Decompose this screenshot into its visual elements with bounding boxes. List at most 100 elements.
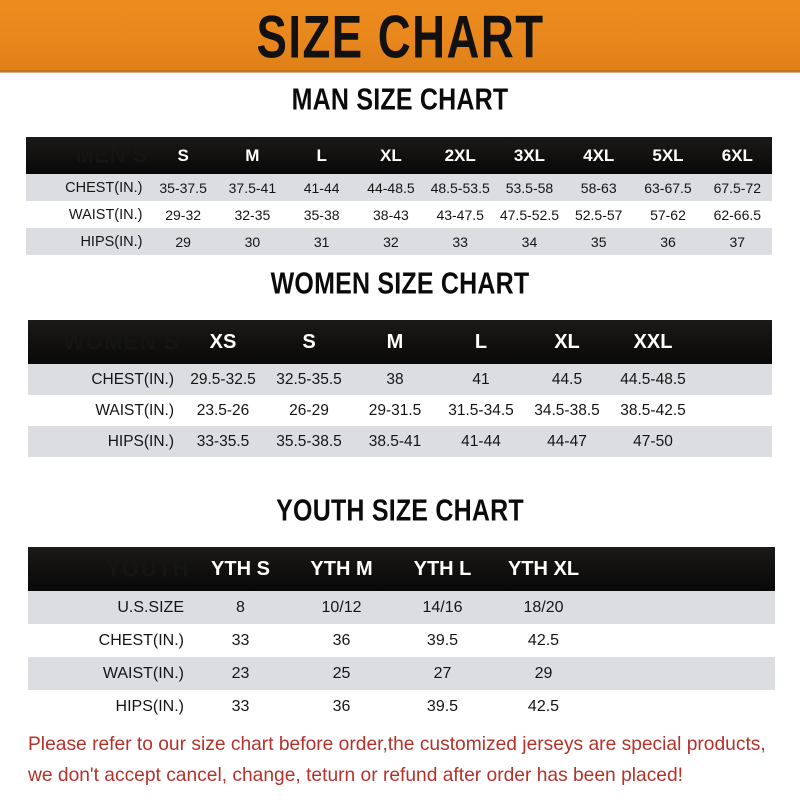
men-cell-r3-c5: 33 — [452, 233, 468, 250]
table-row: WAIST(IN.) 23.5-26 26-29 29-31.5 31.5-34.5 34… — [28, 395, 772, 426]
table-row: WAIST(IN.) 23 25 27 29 — [28, 657, 775, 690]
youth-cell-r3-c4: 29 — [534, 664, 553, 682]
youth-cell-r3-c2: 25 — [332, 664, 351, 682]
men-cell-r2-c9: 62-66.5 — [713, 206, 762, 223]
youth-cell-spacer — [594, 591, 775, 624]
women-cell-r1-c4: 41 — [472, 370, 490, 388]
women-cell-r2-c1: 23.5-26 — [196, 401, 250, 419]
men-size-header-8: 5XL — [652, 145, 684, 165]
youth-cell-r3-c3: 27 — [433, 664, 452, 682]
youth-cell-r2-c2: 36 — [332, 631, 351, 649]
men-table-header-row: MEN'S S M L XL 2XL 3XL 4XL 5XL 6XL — [26, 137, 772, 174]
men-size-header-6: 3XL — [513, 145, 546, 165]
youth-cell-r4-c3: 39.5 — [426, 697, 459, 715]
youth-row-label-4: HIPS(IN.) — [115, 697, 184, 715]
men-header-label-text: MEN'S — [75, 142, 149, 168]
women-cell-r3-c5: 44-47 — [547, 432, 587, 450]
women-cell-r1-c5: 44.5 — [551, 370, 583, 388]
men-cell-r1-c2: 37.5-41 — [228, 179, 277, 196]
men-size-header-5: 2XL — [444, 145, 476, 165]
women-cell-r2-c3: 29-31.5 — [368, 401, 422, 419]
order-policy-note: Please refer to our size chart before or… — [28, 729, 769, 791]
youth-cell-spacer — [594, 624, 775, 657]
women-size-header-1: XS — [209, 330, 237, 353]
women-row-label-3: HIPS(IN.) — [107, 432, 174, 450]
women-cell-spacer — [696, 395, 772, 426]
men-header-label: MEN'S — [26, 137, 148, 174]
men-size-table: MEN'S S M L XL 2XL 3XL 4XL 5XL 6XL CHEST(IN.) 35-… — [26, 137, 772, 255]
women-size-header-2: S — [302, 330, 316, 353]
youth-table-body: U.S.SIZE 8 10/12 14/16 18/20 CHEST(IN.) 33 36 39… — [28, 591, 775, 723]
youth-cell-r2-c1: 33 — [231, 631, 250, 649]
youth-row-label-1: U.S.SIZE — [117, 598, 184, 616]
youth-size-header-2: YTH M — [310, 557, 373, 580]
table-row: HIPS(IN.) 33 36 39.5 42.5 — [28, 690, 775, 723]
men-row-label-1: CHEST(IN.) — [65, 179, 143, 196]
table-row: CHEST(IN.) 29.5-32.5 32.5-35.5 38 41 44.5 44.5… — [28, 364, 772, 395]
youth-cell-r3-c1: 23 — [231, 664, 250, 682]
youth-cell-r2-c3: 39.5 — [426, 631, 459, 649]
men-size-header-9: 6XL — [721, 145, 753, 165]
women-row-label-1: CHEST(IN.) — [91, 370, 174, 388]
men-cell-r2-c7: 52.5-57 — [574, 206, 623, 223]
men-cell-r1-c1: 35-37.5 — [159, 179, 207, 196]
youth-header-spacer — [594, 547, 775, 591]
men-size-header-4: XL — [380, 145, 402, 165]
youth-table-header-row: YOUTH YTH S YTH M YTH L YTH XL — [28, 547, 775, 591]
women-cell-r3-c3: 38.5-41 — [368, 432, 422, 450]
men-cell-r3-c6: 34 — [521, 233, 538, 250]
section-title-women: WOMEN SIZE CHART — [270, 266, 530, 301]
section-title-youth: YOUTH SIZE CHART — [276, 493, 524, 528]
youth-cell-r4-c2: 36 — [332, 697, 351, 715]
note-line-1: Please refer to our size chart before or… — [28, 733, 766, 755]
women-cell-r3-c4: 41-44 — [461, 432, 501, 450]
women-size-table: WOMEN'S XS S M L XL XXL CHEST(IN.) 29.5-32.5 32… — [28, 320, 772, 457]
men-cell-r2-c2: 32-35 — [234, 206, 271, 223]
women-cell-r3-c1: 33-35.5 — [196, 432, 250, 450]
men-cell-r1-c8: 63-67.5 — [644, 179, 692, 196]
men-row-label-2: WAIST(IN.) — [68, 206, 143, 223]
men-cell-r3-c9: 37 — [729, 233, 746, 250]
table-row: HIPS(IN.) 33-35.5 35.5-38.5 38.5-41 41-44 44-… — [28, 426, 772, 457]
youth-cell-r1-c4: 18/20 — [523, 598, 564, 616]
youth-cell-r1-c1: 8 — [236, 598, 245, 616]
women-header-label-text: WOMEN'S — [63, 327, 180, 356]
men-size-header-7: 4XL — [583, 145, 615, 165]
women-row-label-2: WAIST(IN.) — [95, 401, 174, 419]
men-cell-r1-c9: 67.5-72 — [713, 179, 762, 196]
men-cell-r1-c3: 41-44 — [303, 179, 340, 196]
men-cell-r2-c6: 47.5-52.5 — [499, 206, 560, 223]
women-cell-r2-c6: 38.5-42.5 — [620, 401, 686, 419]
men-table-body: CHEST(IN.) 35-37.5 37.5-41 41-44 44-48.5 48.5… — [26, 174, 772, 255]
men-cell-r1-c4: 44-48.5 — [367, 179, 415, 196]
men-cell-r1-c7: 58-63 — [580, 179, 617, 196]
youth-header-label: YOUTH — [28, 547, 190, 591]
youth-cell-spacer — [594, 657, 775, 690]
men-cell-r2-c4: 38-43 — [373, 206, 409, 223]
table-row: WAIST(IN.) 29-32 32-35 35-38 38-43 43-47.5 47.… — [26, 201, 772, 228]
men-cell-r1-c6: 53.5-58 — [505, 179, 554, 196]
women-cell-r3-c2: 35.5-38.5 — [276, 432, 342, 450]
women-cell-r1-c3: 38 — [386, 370, 404, 388]
table-row: U.S.SIZE 8 10/12 14/16 18/20 — [28, 591, 775, 624]
women-size-header-3: M — [386, 330, 404, 353]
youth-cell-r1-c2: 10/12 — [321, 598, 362, 616]
men-cell-r2-c3: 35-38 — [303, 206, 340, 223]
youth-size-header-3: YTH L — [413, 557, 472, 580]
header-banner: SIZE CHART — [0, 0, 800, 72]
women-table-body: CHEST(IN.) 29.5-32.5 32.5-35.5 38 41 44.5 44.5… — [28, 364, 772, 457]
page-title: SIZE CHART — [255, 2, 545, 70]
women-header-spacer — [696, 320, 772, 364]
women-cell-spacer — [696, 364, 772, 395]
men-cell-r3-c8: 36 — [660, 233, 676, 250]
women-cell-spacer — [696, 426, 772, 457]
women-header-label: WOMEN'S — [28, 320, 180, 364]
table-row: CHEST(IN.) 35-37.5 37.5-41 41-44 44-48.5 48.5… — [26, 174, 772, 201]
youth-header-label-text: YOUTH — [106, 554, 190, 583]
women-size-header-6: XXL — [633, 330, 673, 353]
women-cell-r1-c6: 44.5-48.5 — [620, 370, 686, 388]
youth-cell-r4-c1: 33 — [231, 697, 250, 715]
men-cell-r1-c5: 48.5-53.5 — [430, 179, 490, 196]
men-cell-r2-c1: 29-32 — [165, 206, 202, 223]
